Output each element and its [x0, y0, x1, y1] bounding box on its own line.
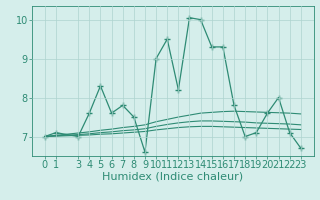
- X-axis label: Humidex (Indice chaleur): Humidex (Indice chaleur): [102, 172, 244, 182]
